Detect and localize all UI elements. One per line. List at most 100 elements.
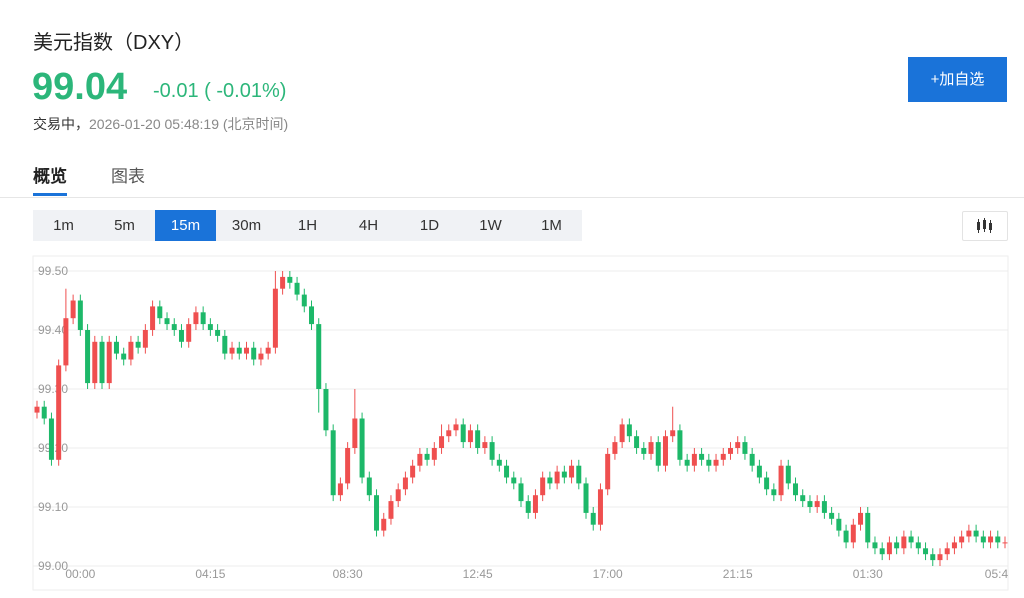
- candle-body: [619, 424, 625, 443]
- candle-body: [576, 465, 582, 484]
- candle-body: [554, 471, 560, 484]
- candle-body: [345, 448, 351, 484]
- candle-body: [150, 306, 156, 330]
- candle-body: [113, 341, 119, 354]
- candle-body: [670, 430, 676, 437]
- candle-body: [200, 312, 206, 325]
- candle-body: [236, 347, 242, 354]
- candle-body: [966, 530, 972, 537]
- candle-body: [366, 477, 372, 496]
- candle-body: [778, 465, 784, 496]
- interval-option[interactable]: 5m: [114, 217, 135, 234]
- chart-type-button[interactable]: [962, 211, 1008, 241]
- candle-body: [482, 442, 488, 448]
- candle-body: [222, 335, 228, 354]
- candle-body: [973, 530, 979, 537]
- candle-body: [590, 512, 596, 525]
- candle-body: [48, 418, 54, 460]
- candle-body: [908, 536, 914, 543]
- candle-body: [605, 453, 611, 490]
- candle-body: [395, 489, 401, 502]
- candle-body: [648, 442, 654, 454]
- y-tick-label: 99.50: [38, 264, 68, 278]
- candle-body: [34, 406, 40, 413]
- candle-body: [265, 347, 271, 354]
- candle-body: [164, 318, 170, 325]
- interval-option[interactable]: 1H: [297, 217, 318, 234]
- candle-body: [662, 436, 668, 466]
- candle-body: [691, 453, 697, 466]
- candle-body: [171, 324, 177, 330]
- candle-body: [641, 448, 647, 454]
- candle-body: [56, 365, 62, 460]
- interval-option[interactable]: 30m: [231, 217, 262, 234]
- candle-body: [352, 418, 358, 448]
- candle-body: [99, 341, 105, 384]
- interval-option[interactable]: 4H: [358, 217, 379, 234]
- tab[interactable]: 图表: [111, 167, 145, 186]
- candle-body: [814, 501, 820, 507]
- candle-body: [439, 436, 445, 448]
- candle-body: [496, 459, 502, 466]
- candle-body: [821, 501, 827, 513]
- candle-body: [70, 300, 76, 319]
- interval-option[interactable]: 1M: [541, 217, 562, 234]
- candle-body: [337, 483, 343, 496]
- candle-body: [294, 282, 300, 295]
- candle-body: [771, 489, 777, 496]
- candle-body: [157, 306, 163, 319]
- candle-body: [699, 453, 705, 460]
- chart-frame: [32, 255, 1009, 591]
- candle-body: [569, 465, 575, 478]
- interval-option[interactable]: 1D: [419, 217, 440, 234]
- candle-body: [229, 347, 235, 354]
- candle-body: [424, 453, 430, 460]
- interval-option[interactable]: 1W: [479, 217, 502, 234]
- candle-body: [959, 536, 965, 543]
- tab-bar: 概览 图表: [0, 160, 1024, 198]
- candle-body: [1002, 542, 1008, 544]
- candle-body: [431, 448, 437, 460]
- candle-body: [872, 542, 878, 549]
- tab[interactable]: 概览: [33, 162, 67, 196]
- candle-body: [251, 347, 257, 360]
- candle-icon: [977, 218, 992, 233]
- candle-body: [894, 542, 900, 549]
- x-tick-label: 17:00: [593, 567, 623, 581]
- y-tick-label: 99.30: [38, 382, 68, 396]
- candle-body: [720, 453, 726, 460]
- x-tick-label: 04:15: [195, 567, 225, 581]
- candle-body: [128, 341, 134, 360]
- candle-body: [323, 389, 329, 431]
- candle-body: [547, 477, 553, 484]
- candle-body: [467, 430, 473, 443]
- candle-body: [316, 324, 322, 389]
- y-tick-label: 99.00: [38, 559, 68, 573]
- interval-option[interactable]: 15m: [155, 210, 216, 241]
- candle-body: [272, 288, 278, 348]
- candle-body: [561, 471, 567, 478]
- candle-body: [858, 512, 864, 525]
- candle-body: [287, 276, 293, 283]
- candle-body: [374, 495, 380, 531]
- candle-body: [489, 442, 495, 460]
- candle-body: [92, 341, 98, 384]
- candle-body: [930, 554, 936, 561]
- candle-body: [597, 489, 603, 525]
- candle-body: [915, 542, 921, 549]
- candle-body: [843, 530, 849, 543]
- add-watchlist-button[interactable]: +加自选: [908, 57, 1007, 102]
- time: 2026-01-20 05:48:19: [89, 116, 219, 132]
- candle-body: [359, 418, 365, 478]
- candle-body: [684, 459, 690, 466]
- candle-body: [980, 536, 986, 543]
- candle-body: [63, 318, 69, 366]
- interval-option[interactable]: 1m: [53, 217, 74, 234]
- candle-body: [800, 495, 806, 502]
- candle-body: [785, 465, 791, 484]
- candle-body: [865, 512, 871, 543]
- candle-body: [988, 536, 994, 543]
- candle-body: [742, 442, 748, 454]
- candle-body: [634, 436, 640, 448]
